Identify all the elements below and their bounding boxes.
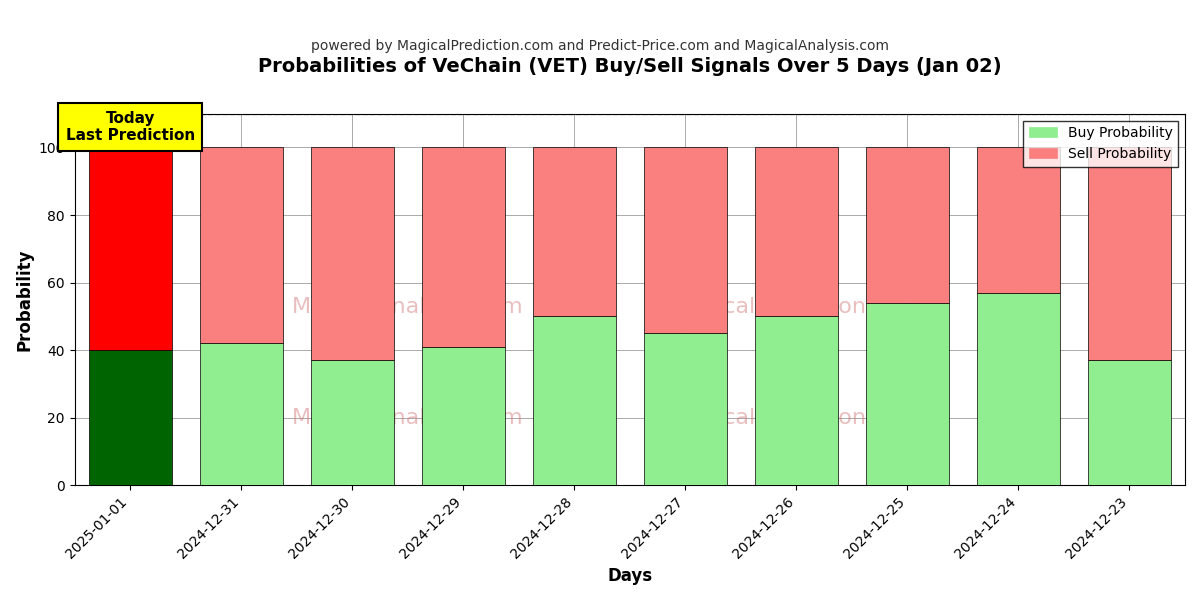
Text: Today
Last Prediction: Today Last Prediction [66,111,194,143]
Bar [755,148,838,316]
Bar [89,148,172,350]
Bar [533,316,616,485]
Bar [311,360,394,485]
Bar [1088,148,1171,360]
Bar [1088,360,1171,485]
Bar [755,316,838,485]
Bar [643,333,727,485]
Text: MagicalPrediction.com: MagicalPrediction.com [671,409,922,428]
Bar [89,350,172,485]
X-axis label: Days: Days [607,567,653,585]
Y-axis label: Probability: Probability [16,248,34,351]
Title: Probabilities of VeChain (VET) Buy/Sell Signals Over 5 Days (Jan 02): Probabilities of VeChain (VET) Buy/Sell … [258,57,1002,76]
Bar [311,148,394,360]
Bar [643,148,727,333]
Bar [865,148,949,303]
Text: MagicalAnalysis.com: MagicalAnalysis.com [292,297,523,317]
Bar [865,303,949,485]
Bar [199,343,283,485]
Bar [977,293,1060,485]
Bar [421,148,505,347]
Bar [421,347,505,485]
Text: MagicalAnalysis.com: MagicalAnalysis.com [292,409,523,428]
Bar [199,148,283,343]
Bar [977,148,1060,293]
Legend: Buy Probability, Sell Probability: Buy Probability, Sell Probability [1024,121,1178,167]
Text: MagicalPrediction.com: MagicalPrediction.com [671,297,922,317]
Bar [533,148,616,316]
Text: powered by MagicalPrediction.com and Predict-Price.com and MagicalAnalysis.com: powered by MagicalPrediction.com and Pre… [311,39,889,53]
